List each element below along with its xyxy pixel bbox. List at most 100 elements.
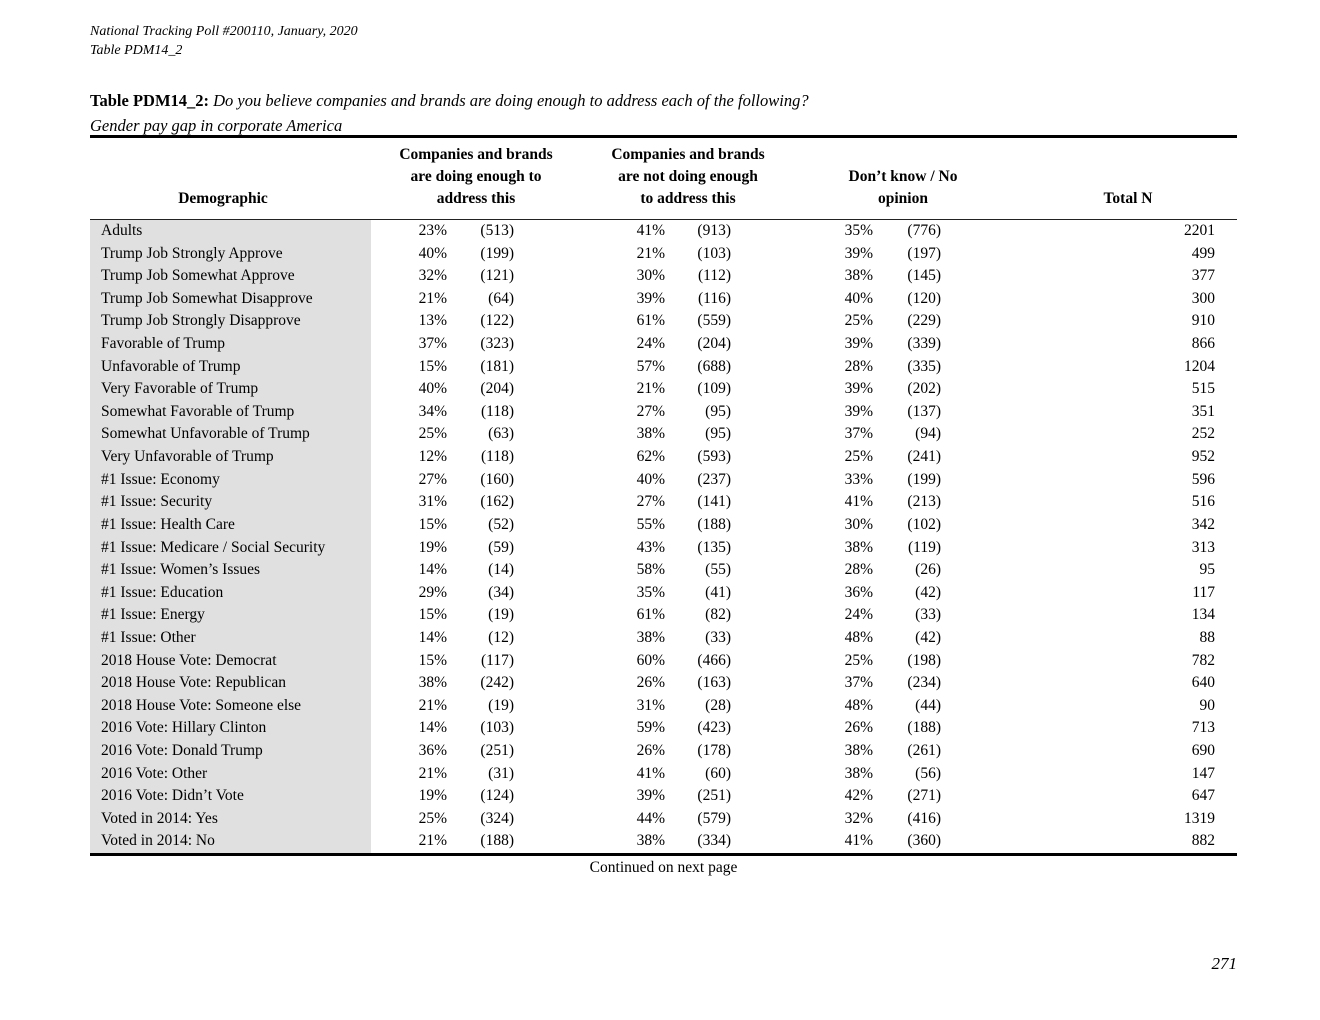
not-doing-enough-n: (178) xyxy=(697,742,731,760)
demographic-label: #1 Issue: Economy xyxy=(90,468,371,492)
table-row: #1 Issue: Other 14% (12) 38% (33) 48% (4… xyxy=(90,626,1237,650)
not-doing-enough-percent: 41% xyxy=(636,222,665,239)
total-n-value: 134 xyxy=(1191,606,1215,624)
total-n-value: 910 xyxy=(1191,312,1215,330)
doing-enough-percent: 21% xyxy=(418,832,447,850)
total-n-value: 690 xyxy=(1191,742,1215,760)
doing-enough-percent: 29% xyxy=(418,583,447,601)
dont-know-n: (137) xyxy=(907,402,941,420)
not-doing-enough-n: (204) xyxy=(697,335,731,353)
table-subtitle: Gender pay gap in corporate America xyxy=(90,116,343,135)
total-n-value: 782 xyxy=(1191,651,1215,669)
table-row: Unfavorable of Trump 15% (181) 57% (688)… xyxy=(90,355,1237,379)
not-doing-enough-percent: 58% xyxy=(636,561,665,579)
column-header-total-n: Total N xyxy=(1103,190,1153,207)
not-doing-enough-percent: 21% xyxy=(636,244,665,262)
table-title-line: Table PDM14_2: Do you believe companies … xyxy=(90,88,1240,113)
table-row: Trump Job Somewhat Approve 32% (121) 30%… xyxy=(90,265,1237,288)
doing-enough-percent: 14% xyxy=(418,561,447,579)
dont-know-n: (44) xyxy=(915,696,941,714)
table-title-label: Table PDM14_2: xyxy=(90,91,210,110)
dont-know-n: (776) xyxy=(907,222,941,239)
not-doing-enough-n: (188) xyxy=(697,515,731,533)
doing-enough-percent: 34% xyxy=(418,402,447,420)
doing-enough-n: (199) xyxy=(480,244,514,262)
doing-enough-n: (14) xyxy=(488,561,514,579)
continued-note: Continued on next page xyxy=(589,859,738,877)
doing-enough-percent: 25% xyxy=(418,809,447,827)
dont-know-n: (271) xyxy=(907,787,941,805)
doing-enough-n: (118) xyxy=(481,448,514,466)
doing-enough-n: (64) xyxy=(488,289,514,307)
not-doing-enough-percent: 30% xyxy=(636,267,665,285)
doing-enough-percent: 40% xyxy=(418,380,447,398)
doing-enough-n: (204) xyxy=(480,380,514,398)
doing-enough-percent: 19% xyxy=(418,787,447,805)
doing-enough-percent: 31% xyxy=(418,493,447,511)
doing-enough-n: (160) xyxy=(480,470,514,488)
dont-know-n: (42) xyxy=(915,583,941,601)
not-doing-enough-n: (593) xyxy=(697,448,731,466)
doing-enough-n: (121) xyxy=(480,267,514,285)
doing-enough-n: (162) xyxy=(480,493,514,511)
table-row: Somewhat Favorable of Trump 34% (118) 27… xyxy=(90,400,1237,424)
not-doing-enough-percent: 39% xyxy=(636,289,665,307)
table-row: Trump Job Strongly Approve 40% (199) 21%… xyxy=(90,242,1237,266)
doing-enough-n: (181) xyxy=(480,357,514,375)
doing-enough-percent: 21% xyxy=(418,764,447,782)
doing-enough-n: (251) xyxy=(480,742,514,760)
table-row: Somewhat Unfavorable of Trump 25% (63) 3… xyxy=(90,423,1237,447)
doing-enough-n: (103) xyxy=(480,719,514,737)
column-header-doing-enough: Companies and brands are doing enough to… xyxy=(399,146,553,207)
not-doing-enough-n: (116) xyxy=(698,289,731,307)
dont-know-n: (339) xyxy=(907,335,941,353)
demographic-label: Somewhat Favorable of Trump xyxy=(90,400,371,424)
total-n-value: 90 xyxy=(1199,696,1216,714)
not-doing-enough-percent: 26% xyxy=(636,674,665,692)
not-doing-enough-n: (913) xyxy=(697,222,731,239)
total-n-value: 351 xyxy=(1191,402,1215,420)
doing-enough-percent: 23% xyxy=(418,222,447,239)
demographic-label: Adults xyxy=(90,220,371,243)
not-doing-enough-percent: 41% xyxy=(636,764,665,782)
dont-know-percent: 33% xyxy=(844,470,873,488)
doing-enough-percent: 15% xyxy=(418,651,447,669)
doing-enough-n: (122) xyxy=(480,312,514,330)
dont-know-n: (213) xyxy=(907,493,941,511)
total-n-value: 882 xyxy=(1191,832,1215,850)
column-header-dont-know: Don’t know / No opinion xyxy=(848,168,958,207)
doing-enough-n: (52) xyxy=(488,515,514,533)
not-doing-enough-percent: 57% xyxy=(636,357,665,375)
demographic-label: Trump Job Somewhat Approve xyxy=(90,265,371,288)
dont-know-percent: 41% xyxy=(844,832,873,850)
demographic-label: Trump Job Strongly Disapprove xyxy=(90,310,371,334)
table-row: #1 Issue: Security 31% (162) 27% (141) 4… xyxy=(90,491,1237,514)
not-doing-enough-percent: 40% xyxy=(636,470,665,488)
doing-enough-n: (324) xyxy=(480,809,514,827)
document-meta: National Tracking Poll #200110, January,… xyxy=(90,22,358,60)
dont-know-percent: 28% xyxy=(844,561,873,579)
doing-enough-percent: 14% xyxy=(418,719,447,737)
demographic-label: 2018 House Vote: Someone else xyxy=(90,694,371,718)
doing-enough-n: (323) xyxy=(480,335,514,353)
demographic-label: 2018 House Vote: Democrat xyxy=(90,649,371,673)
table-body: Adults 23% (513) 41% (913) 35% (776) 220… xyxy=(90,220,1237,857)
doing-enough-percent: 37% xyxy=(418,335,447,353)
dont-know-percent: 38% xyxy=(844,742,873,760)
dont-know-percent: 25% xyxy=(844,448,873,466)
dont-know-n: (145) xyxy=(907,267,941,285)
table-row: Voted in 2014: No 21% (188) 38% (334) 41… xyxy=(90,830,1237,854)
demographic-label: #1 Issue: Other xyxy=(90,626,371,650)
total-n-value: 95 xyxy=(1199,561,1216,579)
not-doing-enough-n: (109) xyxy=(697,380,731,398)
table-row: #1 Issue: Education 29% (34) 35% (41) 36… xyxy=(90,581,1237,605)
doing-enough-percent: 25% xyxy=(418,425,447,443)
doing-enough-percent: 32% xyxy=(418,267,447,285)
dont-know-percent: 30% xyxy=(844,515,873,533)
doing-enough-n: (59) xyxy=(488,538,514,556)
doing-enough-n: (19) xyxy=(488,696,514,714)
dont-know-n: (33) xyxy=(915,606,941,624)
total-n-value: 952 xyxy=(1191,448,1215,466)
not-doing-enough-percent: 27% xyxy=(636,493,665,511)
total-n-value: 252 xyxy=(1191,425,1215,443)
